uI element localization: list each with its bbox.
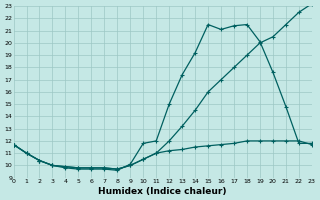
X-axis label: Humidex (Indice chaleur): Humidex (Indice chaleur) bbox=[99, 187, 227, 196]
